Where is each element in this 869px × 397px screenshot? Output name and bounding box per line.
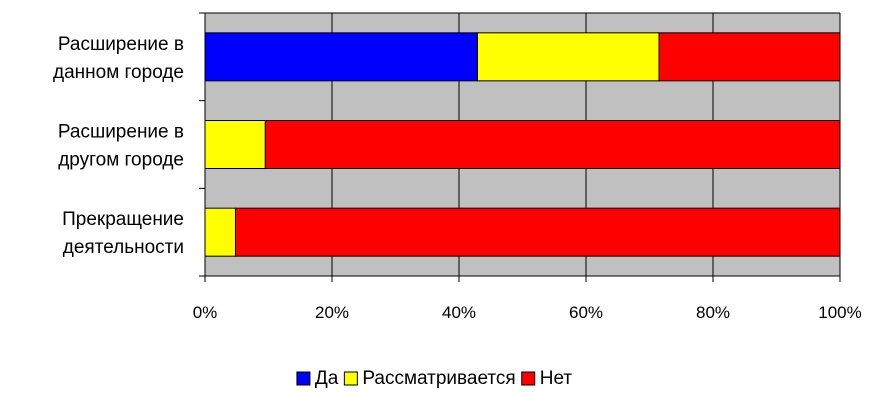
legend: Да Рассматривается Нет [296,368,573,389]
category-label: Прекращение [62,209,184,230]
category-label: данном городе [53,62,184,83]
bar-segment [204,120,266,169]
legend-label: Да [315,368,339,389]
legend-label: Нет [540,368,573,389]
x-tick-label: 60% [569,303,603,322]
bars [204,32,841,257]
x-tick-label: 100% [818,303,861,322]
category-label: деятельности [63,237,184,258]
bar-segment [204,207,236,257]
x-tick-label: 40% [442,303,476,322]
category-label: Расширение в [58,34,184,55]
bar-segment [658,32,841,82]
category-label: Расширение в [58,122,184,143]
axes [199,12,841,282]
legend-label: Рассматривается [362,368,515,389]
category-label: другом городе [58,150,184,171]
legend-swatch [296,371,311,386]
bar-segment [264,120,841,169]
x-tick-label: 20% [315,303,349,322]
bar-segment [476,32,660,82]
category-labels: Расширение в данном городе Расширение в дру… [53,34,184,258]
bar-segment [204,32,478,82]
legend-swatch [521,371,536,386]
x-tick-label: 0% [193,303,218,322]
x-tick-label: 80% [696,303,730,322]
bar-segment [234,207,841,257]
x-tick-labels: 0% 20% 40% 60% 80% 100% [193,303,862,322]
legend-swatch [343,371,358,386]
